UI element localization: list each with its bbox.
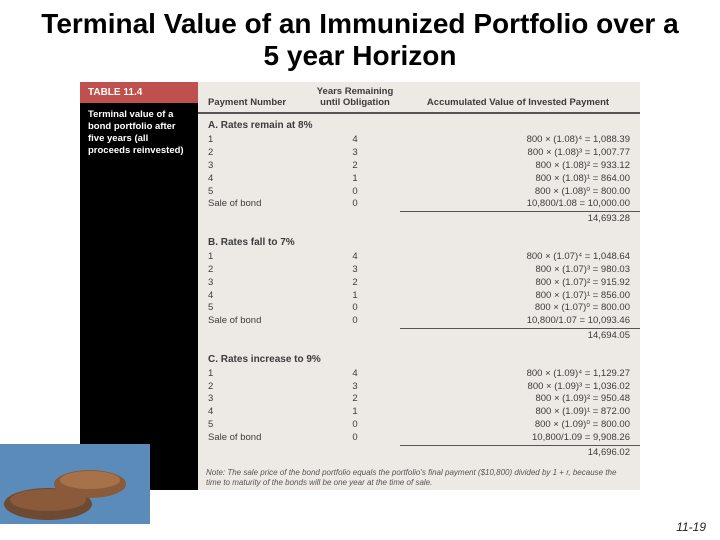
cell-payment: 3 bbox=[198, 277, 310, 290]
cell-accumulated: 800 × (1.09)³ = 1,036.02 bbox=[400, 381, 640, 394]
cell-accumulated: 800 × (1.07)² = 915.92 bbox=[400, 277, 640, 290]
table-row: 41800 × (1.08)¹ = 864.00 bbox=[198, 173, 640, 186]
cell-accumulated: 800 × (1.07)⁴ = 1,048.64 bbox=[400, 251, 640, 264]
cell-payment: 5 bbox=[198, 302, 310, 315]
cell-accumulated: 800 × (1.07)³ = 980.03 bbox=[400, 264, 640, 277]
table-row: 14800 × (1.07)⁴ = 1,048.64 bbox=[198, 251, 640, 264]
table-row: Sale of bond010,800/1.07 = 10,093.46 bbox=[198, 315, 640, 328]
cell-accumulated: 10,800/1.08 = 10,000.00 bbox=[400, 198, 640, 211]
cell-accumulated: 800 × (1.08)⁴ = 1,088.39 bbox=[400, 134, 640, 147]
section-header: C. Rates increase to 9% bbox=[198, 348, 640, 368]
table-row: 23800 × (1.07)³ = 980.03 bbox=[198, 264, 640, 277]
cell-payment: 1 bbox=[198, 251, 310, 264]
table-row: 32800 × (1.07)² = 915.92 bbox=[198, 277, 640, 290]
table-side-panel: TABLE 11.4 Terminal value of a bond port… bbox=[80, 82, 198, 489]
cell-years: 1 bbox=[310, 290, 400, 303]
cell-years: 0 bbox=[310, 432, 400, 445]
section-total-row: 14,693.28 bbox=[198, 211, 640, 226]
cell-accumulated: 800 × (1.08)⁰ = 800.00 bbox=[400, 186, 640, 199]
cell-years: 4 bbox=[310, 251, 400, 264]
cell-years: 0 bbox=[310, 186, 400, 199]
section-total: 14,693.28 bbox=[400, 211, 640, 226]
cell-years: 0 bbox=[310, 315, 400, 328]
table-number-tab: TABLE 11.4 bbox=[80, 82, 198, 103]
cell-payment: 5 bbox=[198, 419, 310, 432]
cell-years: 0 bbox=[310, 198, 400, 211]
table-row: 41800 × (1.07)¹ = 856.00 bbox=[198, 290, 640, 303]
table-row: 50800 × (1.09)⁰ = 800.00 bbox=[198, 419, 640, 432]
cell-payment: 1 bbox=[198, 368, 310, 381]
cell-payment: 4 bbox=[198, 406, 310, 419]
cell-years: 4 bbox=[310, 368, 400, 381]
table-row: 50800 × (1.07)⁰ = 800.00 bbox=[198, 302, 640, 315]
cell-years: 3 bbox=[310, 147, 400, 160]
cell-payment: 4 bbox=[198, 173, 310, 186]
table-row: 14800 × (1.08)⁴ = 1,088.39 bbox=[198, 134, 640, 147]
cell-years: 0 bbox=[310, 302, 400, 315]
cell-accumulated: 800 × (1.08)² = 933.12 bbox=[400, 160, 640, 173]
cell-years: 2 bbox=[310, 160, 400, 173]
col-header-payment: Payment Number bbox=[198, 93, 310, 112]
decorative-stones-image bbox=[0, 444, 150, 524]
table-row: 32800 × (1.09)² = 950.48 bbox=[198, 393, 640, 406]
table-row: Sale of bond010,800/1.08 = 10,000.00 bbox=[198, 198, 640, 211]
cell-years: 1 bbox=[310, 406, 400, 419]
table-11-4: TABLE 11.4 Terminal value of a bond port… bbox=[80, 82, 640, 489]
cell-accumulated: 800 × (1.09)² = 950.48 bbox=[400, 393, 640, 406]
cell-payment: 2 bbox=[198, 381, 310, 394]
section-total-row: 14,694.05 bbox=[198, 328, 640, 343]
table-row: 41800 × (1.09)¹ = 872.00 bbox=[198, 406, 640, 419]
cell-payment: Sale of bond bbox=[198, 315, 310, 328]
cell-accumulated: 800 × (1.09)⁴ = 1,129.27 bbox=[400, 368, 640, 381]
cell-accumulated: 800 × (1.09)¹ = 872.00 bbox=[400, 406, 640, 419]
cell-payment: 3 bbox=[198, 160, 310, 173]
cell-payment: 2 bbox=[198, 264, 310, 277]
cell-years: 4 bbox=[310, 134, 400, 147]
cell-years: 3 bbox=[310, 381, 400, 394]
page-number: 11-19 bbox=[676, 520, 706, 534]
table-caption: Terminal value of a bond portfolio after… bbox=[80, 103, 198, 163]
table-row: 32800 × (1.08)² = 933.12 bbox=[198, 160, 640, 173]
table-row: 50800 × (1.08)⁰ = 800.00 bbox=[198, 186, 640, 199]
cell-accumulated: 800 × (1.08)³ = 1,007.77 bbox=[400, 147, 640, 160]
cell-payment: 4 bbox=[198, 290, 310, 303]
col-header-years: Years Remaining until Obligation bbox=[310, 82, 400, 112]
cell-payment: 2 bbox=[198, 147, 310, 160]
table-header-row: Payment Number Years Remaining until Obl… bbox=[198, 82, 640, 114]
cell-years: 1 bbox=[310, 173, 400, 186]
section-total: 14,694.05 bbox=[400, 328, 640, 343]
table-row: 14800 × (1.09)⁴ = 1,129.27 bbox=[198, 368, 640, 381]
cell-accumulated: 10,800/1.07 = 10,093.46 bbox=[400, 315, 640, 328]
cell-years: 2 bbox=[310, 393, 400, 406]
slide-title: Terminal Value of an Immunized Portfolio… bbox=[0, 0, 720, 76]
cell-accumulated: 800 × (1.07)¹ = 856.00 bbox=[400, 290, 640, 303]
cell-payment: 3 bbox=[198, 393, 310, 406]
table-row: 23800 × (1.08)³ = 1,007.77 bbox=[198, 147, 640, 160]
cell-accumulated: 800 × (1.09)⁰ = 800.00 bbox=[400, 419, 640, 432]
cell-years: 3 bbox=[310, 264, 400, 277]
section-total: 14,696.02 bbox=[400, 445, 640, 460]
table-row: Sale of bond010,800/1.09 = 9,908.26 bbox=[198, 432, 640, 445]
table-row: 23800 × (1.09)³ = 1,036.02 bbox=[198, 381, 640, 394]
cell-years: 0 bbox=[310, 419, 400, 432]
cell-payment: 1 bbox=[198, 134, 310, 147]
section-total-row: 14,696.02 bbox=[198, 445, 640, 460]
section-header: A. Rates remain at 8% bbox=[198, 114, 640, 134]
cell-payment: Sale of bond bbox=[198, 432, 310, 445]
cell-payment: 5 bbox=[198, 186, 310, 199]
cell-payment: Sale of bond bbox=[198, 198, 310, 211]
cell-accumulated: 800 × (1.08)¹ = 864.00 bbox=[400, 173, 640, 186]
table-footnote: Note: The sale price of the bond portfol… bbox=[198, 464, 640, 489]
section-header: B. Rates fall to 7% bbox=[198, 231, 640, 251]
col-header-accumulated: Accumulated Value of Invested Payment bbox=[400, 93, 640, 112]
cell-years: 2 bbox=[310, 277, 400, 290]
cell-accumulated: 10,800/1.09 = 9,908.26 bbox=[400, 432, 640, 445]
table-data-panel: Payment Number Years Remaining until Obl… bbox=[198, 82, 640, 489]
cell-accumulated: 800 × (1.07)⁰ = 800.00 bbox=[400, 302, 640, 315]
